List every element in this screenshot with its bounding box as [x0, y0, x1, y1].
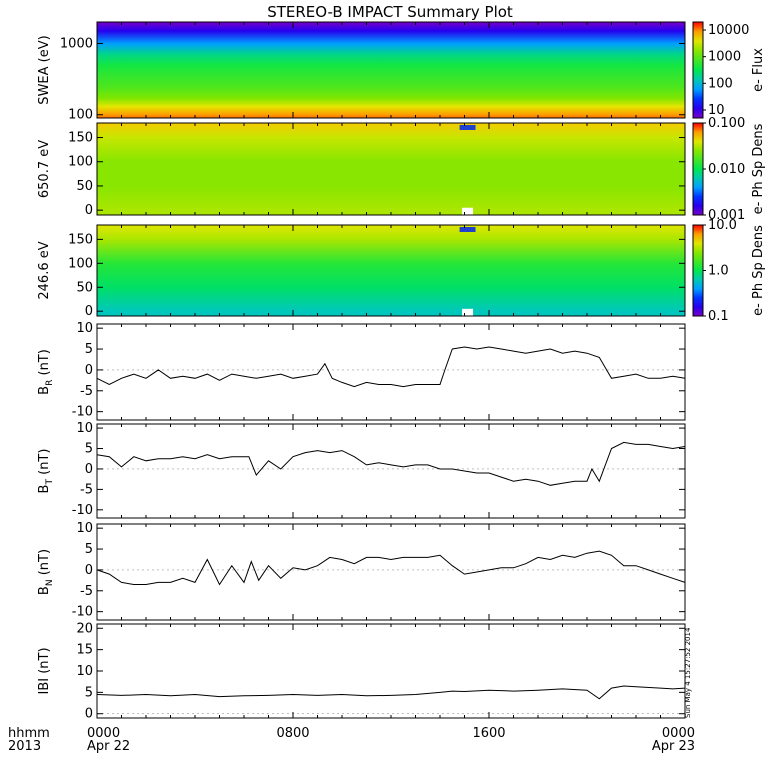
y-tick-label: 0 [85, 363, 93, 378]
colorbar-tick-label: 1000 [708, 50, 741, 65]
colorbar-scale [692, 21, 704, 119]
series-line [96, 441, 686, 486]
data-gap-marker [462, 207, 474, 215]
y-tick-label: -5 [80, 482, 93, 497]
plot-title: STEREO-B IMPACT Summary Plot [267, 3, 513, 21]
colorbar-label: e- Ph Sp Dens [751, 123, 766, 214]
colorbar-label: e- Ph Sp Dens [751, 225, 766, 316]
series-line [96, 346, 686, 388]
y-tick-label: -10 [72, 605, 93, 620]
panel-5: 10 5 0 -5 -10 BT (nT) [37, 421, 686, 519]
colorbar-1: 10000 1000 100 10 e- Flux [692, 21, 766, 119]
y-tick-label: 10 [76, 664, 93, 679]
colorbar-tick-label: 0.010 [708, 162, 745, 177]
colorbar-scale [692, 224, 704, 317]
time-tick-label: 1600 [472, 726, 505, 741]
panel-frame [96, 323, 686, 421]
y-tick-label: 100 [68, 155, 93, 170]
colorbar-tick-label: 0.100 [708, 116, 745, 131]
y-tick-label: 15 [76, 643, 93, 658]
y-tick-label: 10 [76, 321, 93, 336]
y-tick-label: 10 [76, 421, 93, 436]
panel-frame [96, 523, 686, 621]
colorbar-tick-label: 10000 [708, 23, 749, 38]
y-axis-label: 246.6 eV [37, 241, 52, 299]
y-tick-label: 0 [85, 563, 93, 578]
colorbar-tick-label: 10.0 [708, 218, 737, 233]
y-tick-label: 150 [68, 232, 93, 247]
y-tick-label: 5 [85, 442, 93, 457]
y-axis-label: BT (nT) [37, 449, 55, 494]
y-tick-label: 0 [85, 203, 93, 218]
y-tick-label: -5 [80, 584, 93, 599]
spectrogram-image [97, 123, 685, 215]
panel-4: 10 5 0 -5 -10 BR (nT) [37, 321, 686, 421]
time-axis-row1-label: hhmm [8, 726, 50, 741]
time-tick-date: Apr 22 [87, 739, 130, 754]
y-axis-label: SWEA (eV) [37, 35, 52, 104]
panel-6: 10 5 0 -5 -10 BN (nT) [37, 521, 686, 621]
colorbar-tick-label: 1.0 [708, 264, 729, 279]
y-tick-label: 100 [68, 108, 93, 123]
y-tick-label: 1000 [60, 36, 93, 51]
spectrogram-image [97, 225, 685, 316]
y-tick-label: 50 [76, 179, 93, 194]
data-gap-marker [459, 125, 476, 130]
y-axis-label: 650.7 eV [37, 140, 52, 198]
colorbar-tick-label: 0.001 [708, 208, 745, 223]
y-tick-label: 0 [85, 462, 93, 477]
colorbar-scale [692, 122, 704, 216]
colorbar-2: 0.100 0.010 0.001 e- Ph Sp Dens [692, 116, 766, 223]
y-tick-label: 20 [76, 621, 93, 636]
y-tick-label: 150 [68, 131, 93, 146]
spectrogram-image [97, 22, 685, 118]
y-tick-label: 5 [85, 542, 93, 557]
y-tick-label: 0 [85, 707, 93, 722]
y-axis-label: BN (nT) [37, 549, 55, 595]
y-tick-label: 5 [85, 342, 93, 357]
y-tick-label: -5 [80, 384, 93, 399]
time-tick-date: Apr 23 [652, 739, 695, 754]
y-tick-label: 100 [68, 256, 93, 271]
time-tick-label: 0000 [662, 726, 695, 741]
timestamp-stamp: Sun May 4 15:27:52 2014 [684, 627, 692, 718]
panel-frame [96, 623, 686, 719]
colorbar-tick-label: 10 [708, 103, 725, 118]
panel-7: 20 15 10 5 0 IBI (nT) [37, 621, 686, 722]
y-axis-label: IBI (nT) [37, 647, 52, 694]
y-tick-label: 10 [76, 521, 93, 536]
y-axis-label: BR (nT) [37, 349, 55, 395]
colorbar-label: e- Flux [751, 48, 766, 92]
panel-2: 150 100 50 0 650.7 eV [37, 122, 686, 218]
data-gap-marker [462, 308, 474, 316]
colorbar-3: 10.0 1.0 0.1 e- Ph Sp Dens [692, 218, 766, 324]
y-tick-label: 50 [76, 280, 93, 295]
series-line [96, 550, 686, 586]
colorbar-tick-label: 100 [708, 76, 733, 91]
y-tick-label: 0 [85, 304, 93, 319]
panel-1: 1000 100 SWEA (eV) [37, 21, 686, 123]
panel-frame [96, 423, 686, 519]
time-tick-label: 0800 [276, 726, 309, 741]
colorbars-group: 10000 1000 100 10 e- Flux 0.100 0.010 0.001 e- P… [692, 21, 766, 324]
data-gap-marker [459, 227, 476, 232]
panel-3: 150 100 50 0 246.6 eV [37, 224, 686, 319]
y-tick-label: -10 [72, 503, 93, 518]
y-tick-label: -10 [72, 405, 93, 420]
time-axis-row2-label: 2013 [8, 739, 41, 754]
time-tick-label: 0000 [87, 726, 120, 741]
series-line [96, 685, 686, 700]
y-tick-label: 5 [85, 685, 93, 700]
colorbar-tick-label: 0.1 [708, 309, 729, 324]
